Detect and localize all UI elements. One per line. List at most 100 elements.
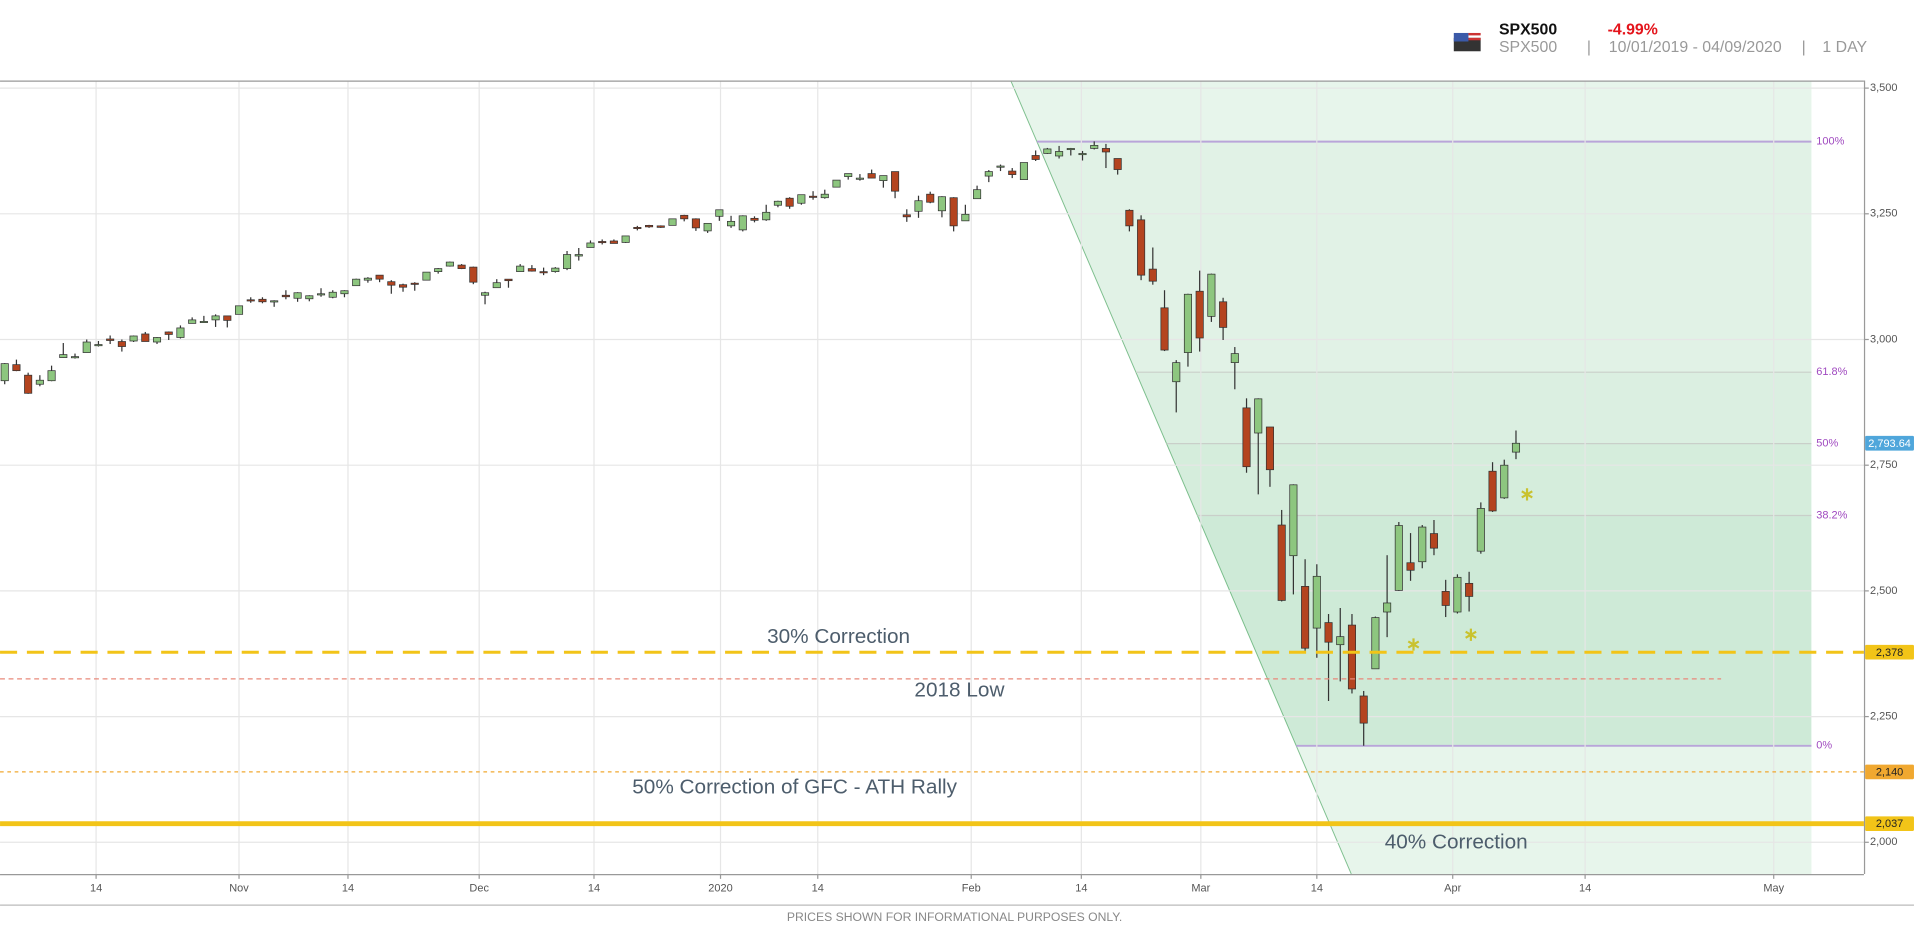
candle-body [363,277,372,281]
price-tag [1865,644,1914,660]
separator: | [1587,39,1591,56]
candle-body [1148,268,1157,282]
candle-body [1019,162,1028,180]
candle-body [492,282,501,289]
candle-body [1160,307,1169,351]
candle-body [12,364,21,372]
level-label: 2018 Low [914,679,1005,702]
candle-body [902,214,911,218]
y-tick-label: 2,500 [1870,585,1897,597]
candle-body [35,379,44,385]
candle-body [1183,293,1192,353]
candle-body [1066,148,1075,151]
x-tick-label: May [1763,883,1784,895]
level-label: 30% Correction [767,625,910,648]
y-tick-label: 3,500 [1870,82,1897,94]
x-tick-label: 2020 [708,883,732,895]
x-tick-label: 14 [90,883,102,895]
candle-body [445,261,454,267]
grid [0,80,1864,874]
candle-body [106,338,115,341]
x-tick-label: Feb [962,883,981,895]
candle-body [469,266,478,283]
flag-icon [1453,32,1481,52]
fib-label: 38.2% [1816,509,1847,521]
star-marker [1407,638,1420,651]
candle-body [715,209,724,217]
change: -4.99% [1608,22,1658,39]
candle-body [750,217,759,221]
candle-body [293,292,302,299]
y-tick-label: 3,250 [1870,208,1897,220]
flag-stripe [1468,37,1481,41]
candle-body [457,264,466,269]
symbol: SPX500 [1499,22,1557,39]
candle-body [59,354,68,358]
candle-body [1101,148,1110,153]
candle-body [199,321,208,323]
candle-body [281,294,290,298]
candle-body [0,363,9,382]
candle-body [867,173,876,179]
fib-trend-line [1010,80,1352,875]
y-tick-label: 2,250 [1870,711,1897,723]
separator: | [1802,39,1806,56]
candle-body [1008,170,1017,175]
candle-body [1347,624,1356,690]
candle-body [1078,153,1087,156]
candle-body [668,218,677,226]
candle-body [598,241,607,244]
candle-body [949,197,958,227]
candle-body [855,177,864,180]
fib-label: 50% [1816,437,1838,449]
price-tag [1865,764,1914,780]
candle-body [223,315,232,321]
candle-body [1242,407,1251,468]
candle-body [352,278,361,287]
candle-body [621,235,630,243]
candle-body [410,282,419,285]
candle-body [656,225,665,228]
candle-body [1172,362,1181,383]
date-range: 10/01/2019 - 04/09/2020 [1609,39,1782,56]
candle-body [984,171,993,177]
candle-body [1031,155,1040,160]
candle-body [609,240,618,244]
candle-body [1043,148,1052,154]
candle-body [961,213,970,222]
markers [1407,488,1533,651]
candle-body [820,193,829,199]
candle-body [926,193,935,203]
candle-body [1137,219,1146,276]
last-price-tag [1865,435,1914,451]
candle-body [762,211,771,221]
candle-body [809,195,818,198]
price-tag-label: 2,140 [1876,766,1903,778]
candle-body [1383,602,1392,613]
candle-body [973,189,982,200]
candle-body [176,327,185,338]
fib-label: 0% [1816,740,1832,752]
x-tick-label: 14 [342,883,354,895]
flag-canton [1453,32,1469,42]
candle-body [773,200,782,206]
interval: 1 DAY [1822,39,1867,56]
candle-body [1500,464,1509,499]
candle-body [316,293,326,296]
candle-body [1055,151,1064,157]
candle-body [1336,636,1345,646]
candle-body [563,254,572,269]
x-tick-label: Mar [1191,883,1210,895]
x-tick-label: 14 [1579,883,1591,895]
candle-body [117,341,126,347]
candle-body [797,194,806,204]
candle-body [1254,398,1263,434]
candle-body [1113,158,1122,170]
candle-body [1394,525,1403,591]
candle-body [1511,442,1521,453]
candle-body [375,274,384,280]
candle-body [539,271,548,274]
candle-body [246,299,255,302]
